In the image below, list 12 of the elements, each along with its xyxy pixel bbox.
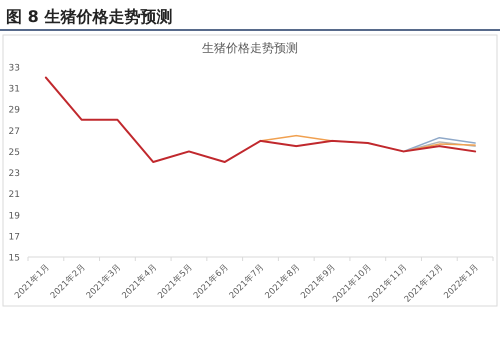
y-tick-label: 23 [8, 169, 20, 180]
y-tick-label: 17 [8, 232, 20, 242]
y-tick-label: 25 [8, 148, 20, 158]
y-tick-label: 31 [8, 84, 20, 95]
y-tick-label: 15 [8, 254, 20, 264]
chart-subtitle: 生猪价格走势预测 [202, 41, 298, 55]
y-tick-label: 29 [8, 106, 20, 116]
chart-title: 图 8 生猪价格走势预测 [6, 7, 172, 26]
y-tick-label: 19 [8, 211, 20, 222]
y-tick-label: 33 [8, 64, 20, 74]
y-tick-label: 27 [8, 126, 20, 137]
y-tick-label: 21 [8, 190, 20, 200]
